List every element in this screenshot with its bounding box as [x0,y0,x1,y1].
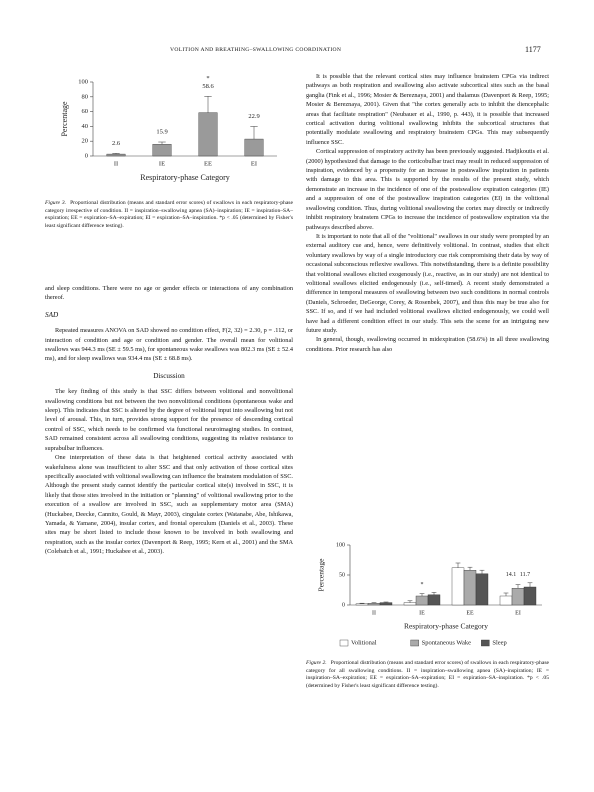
y-tick-label: 60 [82,108,89,115]
bar [463,570,477,606]
bar [499,595,513,606]
data-label: 15.9 [156,128,167,135]
bar [367,602,381,606]
error-bar [467,566,473,571]
bar [379,602,393,606]
y-tick-label: 80 [82,93,89,100]
y-axis-title: Percentage [60,101,69,137]
section-heading: Discussion [153,371,185,380]
annotation: * [206,75,209,82]
error-bar [407,600,413,603]
y-axis-title: Percentage [317,558,326,592]
legend-swatch [481,639,490,647]
error-bar [204,96,212,113]
bar [355,603,369,606]
data-label: 2.6 [112,140,121,147]
bar [427,594,441,606]
bar [415,595,429,606]
x-tick-label: EE [466,610,474,616]
bar [511,588,525,606]
y-tick-label: 0 [85,152,88,159]
y-tick-label: 100 [336,542,345,548]
left-column: and sleep conditions. There were no age … [45,284,293,557]
figure-3-caption: Figure 3. Proportional distribution (mean… [45,200,293,230]
annotation: 14.1 [506,572,517,578]
legend-swatch [410,639,419,647]
caption-label: Figure 3. [45,200,67,206]
annotation: 11.7 [520,572,530,578]
figure-2-chart: 0 50 100 Percentage Respiratory-phase Catego… [317,542,542,647]
paragraph: and sleep conditions. There were no age … [45,285,293,302]
error-bar [515,584,521,589]
error-bar [250,126,258,140]
x-tick-label: IE [159,160,165,167]
data-label: 22.9 [248,113,259,120]
y-tick-label: 50 [339,572,345,578]
error-bar [371,602,377,604]
bar [523,586,537,606]
caption-text: Proportional distribution (means and sta… [306,660,549,689]
running-title: VOLITION AND BREATHING–SWALLOWING COORDI… [170,47,342,53]
error-bar [527,582,533,587]
legend-swatch [339,639,349,647]
bar [403,602,417,606]
legend-label: Volitional [351,639,377,646]
error-bar [419,593,425,596]
paragraph: Repeated measures ANOVA on SAD showed no… [45,327,293,363]
legend-label: Spontaneous Wake [422,639,471,646]
x-axis-title: Respiratory-phase Category [404,622,488,631]
paragraph: It is possible that the relevant cortica… [306,73,549,146]
error-bar [383,601,389,603]
error-bar [359,602,365,604]
annotation: * [421,582,424,588]
bar [475,573,489,606]
page-number: 1177 [525,45,541,54]
paragraph: Cortical suppression of respiratory acti… [306,148,549,231]
x-tick-label: EI [515,610,521,616]
caption-label: Figure 2. [306,660,327,666]
data-label: 58.6 [202,83,214,90]
x-tick-label: EE [204,160,212,167]
error-bar [455,562,461,568]
y-tick-label: 100 [78,78,88,85]
y-tick-label: 40 [82,123,89,130]
x-tick-label: II [372,610,376,616]
caption-text: Proportional distribution (means and sta… [45,200,293,229]
x-tick-label: II [114,160,118,167]
paragraph: The key finding of this study is that SS… [45,388,293,452]
error-bar [431,592,437,595]
figure-3-chart: 0 20 40 60 80 100 Percentage Respiratory-phase … [60,75,277,182]
bar [244,138,264,157]
paragraph: One interpretation of these data is that… [45,454,293,556]
bar [451,567,465,606]
error-bar [479,569,485,574]
x-axis-title: Respiratory-phase Category [140,173,230,182]
bar [106,153,126,157]
bar [152,144,172,157]
bar [198,112,218,157]
paragraph: It is important to note that all of the … [306,232,549,334]
x-tick-label: IE [419,610,425,616]
y-tick-label: 20 [82,138,89,145]
right-column: It is possible that the relevant cortica… [306,72,549,354]
legend-label: Sleep [492,639,506,646]
error-bar [158,141,166,145]
paragraph: In general, though, swallowing occurred … [306,336,549,353]
y-tick-label: 0 [342,602,345,608]
section-heading: SAD [45,310,59,319]
error-bar [503,592,509,596]
x-tick-label: EI [251,160,257,167]
error-bar [112,153,120,155]
figure-2-caption: Figure 2. Proportional distribution (mean… [306,660,549,690]
